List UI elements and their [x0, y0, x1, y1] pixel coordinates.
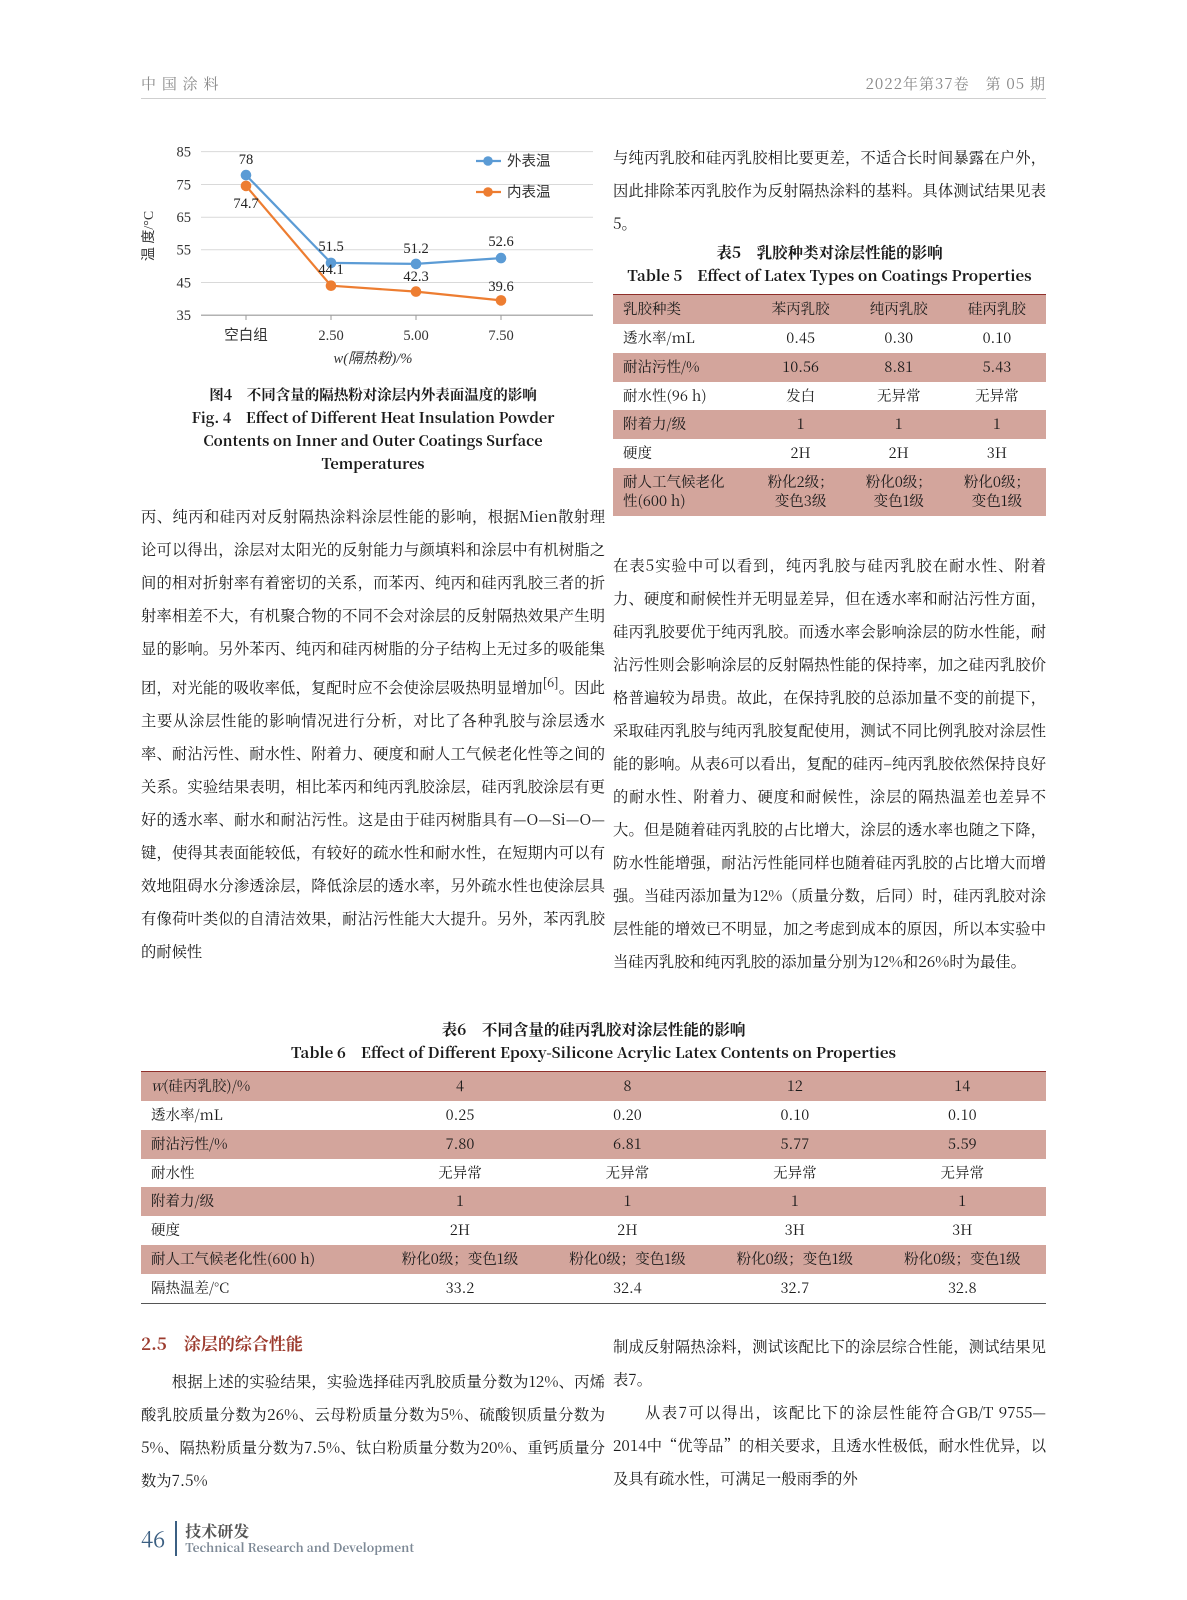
svg-text:85: 85: [177, 145, 192, 161]
svg-text:55: 55: [177, 243, 192, 259]
svg-text:5.00: 5.00: [403, 328, 428, 344]
svg-text:7.50: 7.50: [488, 328, 513, 344]
svg-text:51.2: 51.2: [403, 241, 428, 257]
svg-text:2.50: 2.50: [318, 328, 343, 344]
svg-text:42.3: 42.3: [403, 269, 428, 285]
svg-text:内表温: 内表温: [507, 184, 551, 201]
svg-text:外表温: 外表温: [507, 153, 551, 170]
svg-text:空白组: 空白组: [224, 327, 268, 344]
svg-text:74.7: 74.7: [233, 196, 258, 212]
svg-text:75: 75: [177, 177, 192, 193]
svg-text:65: 65: [177, 210, 192, 226]
svg-text:44.1: 44.1: [318, 262, 343, 278]
svg-text:78: 78: [239, 152, 254, 168]
svg-text:35: 35: [177, 308, 192, 324]
svg-text:45: 45: [177, 275, 192, 291]
svg-text:51.5: 51.5: [318, 239, 343, 255]
svg-text:w(隔热粉)/%: w(隔热粉)/%: [334, 350, 413, 367]
svg-text:温 度/°C: 温 度/°C: [141, 211, 157, 261]
svg-text:52.6: 52.6: [488, 234, 513, 250]
svg-text:39.6: 39.6: [488, 279, 513, 295]
